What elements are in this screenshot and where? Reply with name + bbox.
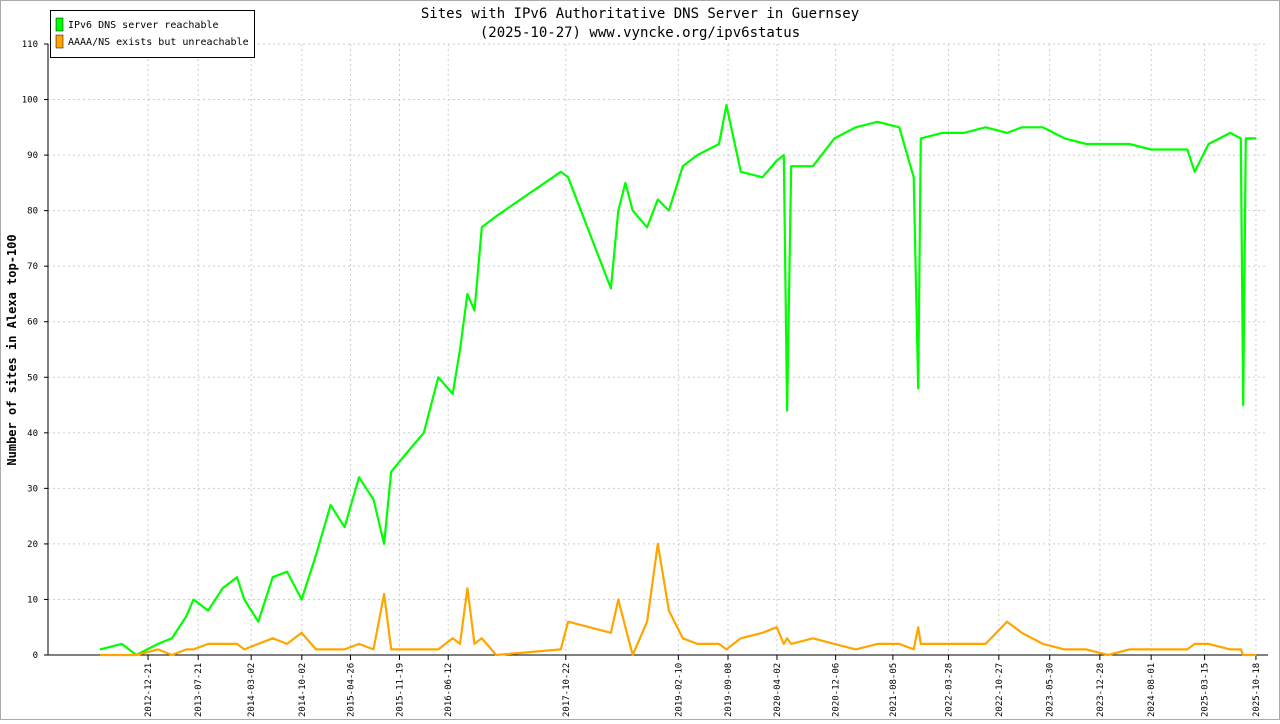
- series-line: [100, 542, 1257, 657]
- x-tick-label: 2019-02-10: [674, 663, 684, 717]
- x-tick-label: 2023-05-30: [1046, 663, 1056, 717]
- y-tick-label: 30: [27, 484, 38, 494]
- x-tick-label: 2024-08-01: [1147, 663, 1157, 717]
- y-tick-label: 10: [27, 595, 38, 605]
- y-tick-label: 50: [27, 373, 38, 383]
- x-tick-label: 2023-12-28: [1096, 663, 1106, 717]
- x-tick-label: 2022-03-28: [944, 663, 954, 717]
- x-tick-label: 2016-06-12: [444, 663, 454, 717]
- chart-subtitle: (2025-10-27) www.vyncke.org/ipv6status: [480, 25, 800, 41]
- x-tick-label: 2012-12-21: [144, 663, 154, 717]
- x-tick-label: 2014-10-02: [298, 663, 308, 717]
- chart-title: Sites with IPv6 Authoritative DNS Server…: [421, 6, 859, 22]
- x-tick-label: 2013-07-21: [194, 663, 204, 717]
- x-tick-label: 2022-10-27: [995, 663, 1005, 717]
- x-tick-label: 2025-03-15: [1201, 663, 1211, 717]
- series-line: [99, 104, 1257, 657]
- y-tick-label: 90: [27, 151, 38, 161]
- legend-label: AAAA/NS exists but unreachable: [68, 37, 249, 48]
- x-tick-label: 2015-04-26: [347, 663, 357, 717]
- legend-label: IPv6 DNS server reachable: [68, 20, 219, 31]
- y-tick-label: 60: [27, 318, 38, 328]
- y-tick-label: 80: [27, 207, 38, 217]
- x-tick-label: 2015-11-19: [395, 663, 405, 717]
- x-tick-label: 2019-09-08: [724, 663, 734, 717]
- x-tick-label: 2020-04-02: [773, 663, 783, 717]
- x-tick-label: 2021-08-05: [889, 663, 899, 717]
- y-tick-label: 70: [27, 262, 38, 272]
- y-tick-label: 0: [33, 651, 38, 661]
- x-tick-label: 2014-03-02: [247, 663, 257, 717]
- y-tick-label: 110: [22, 40, 38, 50]
- y-tick-label: 100: [22, 96, 38, 106]
- x-tick-label: 2020-12-06: [832, 663, 842, 717]
- legend-swatch: [55, 34, 64, 49]
- x-tick-label: 2025-10-18: [1252, 663, 1262, 717]
- legend-swatch: [55, 17, 64, 32]
- y-tick-label: 40: [27, 429, 38, 439]
- y-tick-label: 20: [27, 540, 38, 550]
- legend-box: [50, 10, 255, 58]
- x-tick-label: 2017-10-22: [562, 663, 572, 717]
- y-axis-label: Number of sites in Alexa top-100: [5, 234, 19, 465]
